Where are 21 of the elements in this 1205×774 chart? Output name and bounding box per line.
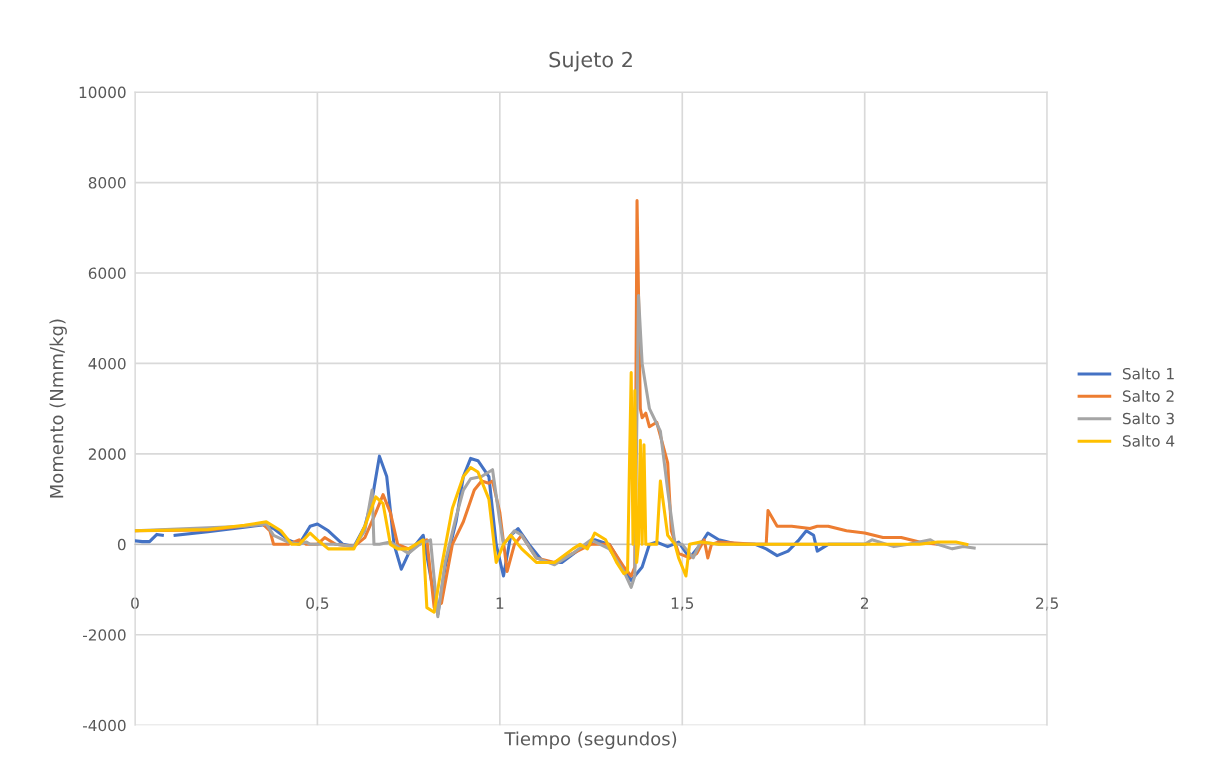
legend-label: Salto 2 [1122,390,1174,402]
legend-label: Salto 3 [1122,412,1174,425]
x-tick-label: 1,5 [671,597,694,611]
y-tick-label: 8000 [88,177,126,189]
x-axis-title: Tiempo (segundos) [504,731,677,750]
x-tick-label: 0,5 [306,597,329,611]
chart-title: Sujeto 2 [549,51,632,72]
legend-label: Salto 1 [1122,367,1174,380]
y-tick-label: 4000 [88,357,126,370]
y-tick-label: -4000 [82,719,126,732]
y-tick-label: 0 [117,538,126,551]
y-tick-label: 2000 [88,448,126,460]
x-tick-label: 2,5 [1036,597,1058,611]
y-axis-title: Momento (Nmm/kg) [49,319,67,498]
x-tick-label: 2 [860,597,869,609]
x-tick-label: 0 [131,597,139,609]
x-tick-label: 1 [496,597,504,609]
y-tick-label: 10000 [79,86,126,99]
legend-label: Salto 4 [1122,434,1175,447]
y-tick-label: -2000 [82,629,126,641]
y-tick-label: 6000 [88,267,126,280]
